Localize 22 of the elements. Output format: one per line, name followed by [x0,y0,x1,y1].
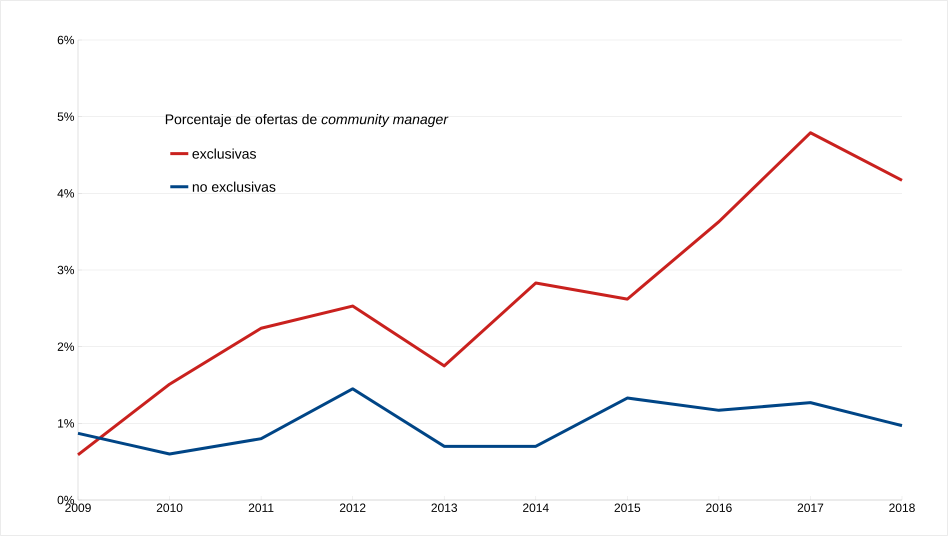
x-tick-label: 2018 [889,504,915,512]
y-tick-label: 0% [58,496,74,504]
x-tick-label: 2009 [65,504,91,512]
x-tick-label: 2012 [340,504,366,512]
x-tick-label: 2016 [706,504,732,512]
y-tick-label: 2% [58,342,74,351]
x-tick-label: 2013 [431,504,458,512]
y-tick-label: 1% [58,419,74,428]
x-tick-label: 2014 [523,504,549,512]
line-series [76,131,904,456]
y-tick-label: 4% [57,189,74,198]
y-tick-label: 5% [58,112,74,121]
x-tick-label: 2017 [798,504,824,512]
y-tick-label: 3% [58,266,74,274]
y-tick-label: 6% [58,36,74,44]
x-tick-label: 2015 [614,504,640,512]
legend-title: Porcentaje de ofertas de community manager [166,114,448,128]
x-tick-label: 2011 [248,504,274,512]
line-series [76,387,904,456]
x-tick-label: 2010 [156,504,182,512]
legend-label: exclusivas [192,148,256,159]
legend-label: no exclusivas [192,182,276,192]
